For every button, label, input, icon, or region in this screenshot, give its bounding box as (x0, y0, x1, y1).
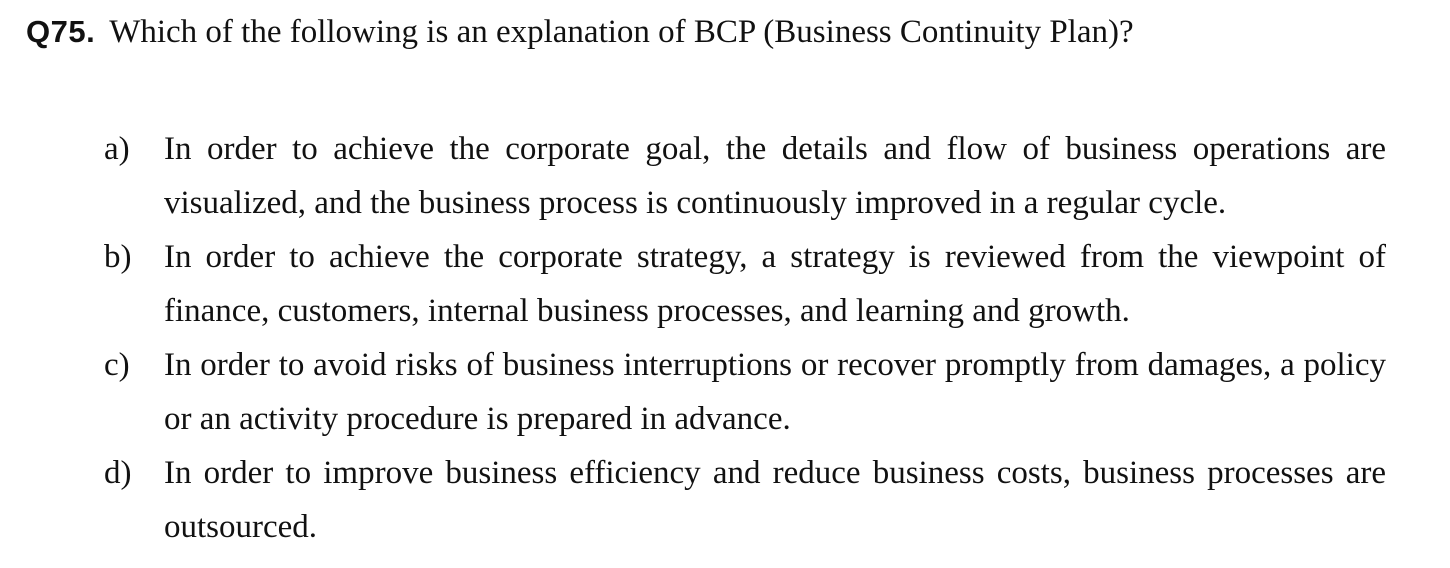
answer-options-list: a) In order to achieve the corporate goa… (104, 122, 1386, 554)
option-letter: c) (104, 347, 130, 383)
answer-option-d[interactable]: d) In order to improve business efficien… (104, 446, 1386, 554)
answer-option-a[interactable]: a) In order to achieve the corporate goa… (104, 122, 1386, 230)
answer-option-c[interactable]: c) In order to avoid risks of business i… (104, 338, 1386, 446)
option-letter: a) (104, 131, 130, 167)
question-number: Q75. (26, 14, 96, 49)
question-text: Which of the following is an explanation… (109, 14, 1134, 50)
answer-option-b[interactable]: b) In order to achieve the corporate str… (104, 230, 1386, 338)
option-letter: d) (104, 455, 132, 491)
option-text: In order to achieve the corporate strate… (164, 239, 1386, 329)
option-letter: b) (104, 239, 132, 275)
option-text: In order to achieve the corporate goal, … (164, 131, 1386, 221)
option-text: In order to avoid risks of business inte… (164, 347, 1386, 437)
question-header: Q75. Which of the following is an explana… (26, 14, 1426, 51)
option-text: In order to improve business efficiency … (164, 455, 1386, 545)
